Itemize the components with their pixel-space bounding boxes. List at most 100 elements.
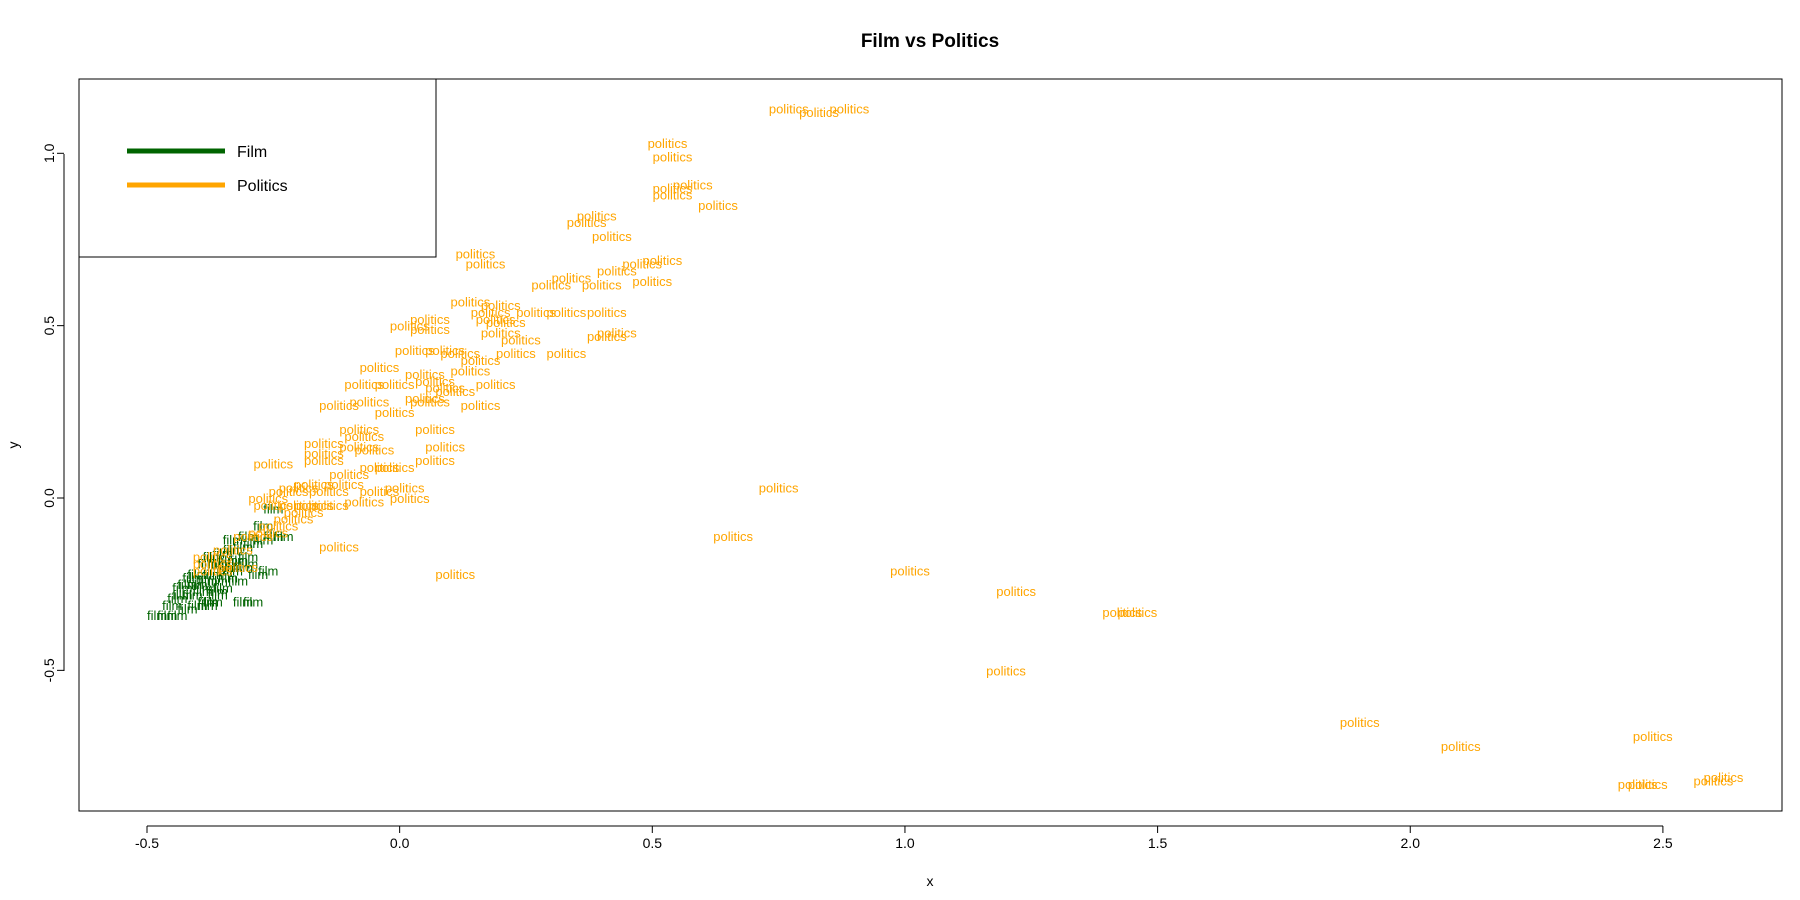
film-point: film [182,588,202,603]
film-point: film [187,567,207,582]
film-point: film [192,581,212,596]
politics-point: politics [259,519,299,534]
politics-point: politics [213,543,253,558]
film-point: film [233,539,253,554]
film-point: film [253,519,273,534]
film-point: film [238,556,258,571]
politics-point: politics [218,560,258,575]
politics-point: politics [324,477,364,492]
politics-point: politics [233,529,273,544]
y-tick-label: 0.0 [41,488,57,508]
politics-point: politics [349,394,389,409]
politics-point: politics [461,398,501,413]
politics-point: politics [344,429,384,444]
politics-point: politics [501,332,541,347]
politics-point: politics [304,446,344,461]
politics-point: politics [986,663,1026,678]
film-point: film [167,591,187,606]
film-point: film [263,529,283,544]
x-tick-label: 0.0 [390,835,410,851]
x-tick-label: 2.5 [1653,835,1673,851]
film-point: film [223,532,243,547]
politics-point: politics [1118,605,1158,620]
politics-point: politics [410,312,450,327]
film-point: film [208,574,228,589]
plot-frame [78,78,1783,812]
politics-point: politics [390,491,430,506]
film-point: film [228,574,248,589]
politics-point: politics [996,584,1036,599]
film-point: film [238,550,258,565]
politics-point: politics [425,381,465,396]
politics-point: politics [1694,774,1734,789]
politics-point: politics [415,422,455,437]
film-point: film [218,553,238,568]
politics-point: politics [587,305,627,320]
film-point: film [198,556,218,571]
politics-point: politics [269,484,309,499]
politics-point: politics [248,525,288,540]
politics-point: politics [339,439,379,454]
x-tick-label: 1.0 [895,835,915,851]
x-tick-label: 0.5 [643,835,663,851]
film-point: film [167,608,187,623]
film-point: film [263,501,283,516]
film-point: film [208,556,228,571]
film-point: film [157,608,177,623]
politics-point: politics [496,346,536,361]
film-point: film [198,594,218,609]
film-point: film [243,536,263,551]
film-point: film [258,563,278,578]
politics-point: politics [577,208,617,223]
politics-point: politics [1633,729,1673,744]
film-point: film [208,584,228,599]
politics-point: politics [405,391,445,406]
politics-point: politics [547,346,587,361]
y-axis: -0.5 0.0 0.5 1.0 [41,143,65,682]
film-point: film [172,581,192,596]
film-point: film [187,577,207,592]
politics-point: politics [425,439,465,454]
film-point: film [147,608,167,623]
film-point: film [233,560,253,575]
politics-point: politics [284,505,324,520]
film-point: film [273,529,293,544]
politics-point: politics [360,484,400,499]
politics-point: politics [1441,739,1481,754]
film-point: film [243,594,263,609]
politics-point: politics [471,305,511,320]
politics-point: politics [481,326,521,341]
y-tick-label: 1.0 [41,143,57,163]
film-point: film [248,567,268,582]
politics-point: politics [1628,777,1668,792]
film-point: film [203,550,223,565]
chart-title: Film vs Politics [861,31,999,52]
politics-point: politics [248,491,288,506]
politics-point: politics [587,329,627,344]
politics-point: politics [547,305,587,320]
film-point: film [213,581,233,596]
politics-point: politics [253,457,293,472]
politics-point: politics [390,319,430,334]
politics-point: politics [1618,777,1658,792]
politics-point: politics [643,253,683,268]
film-point: film [233,594,253,609]
film-point: film [228,553,248,568]
politics-point: politics [451,363,491,378]
film-point: film [177,577,197,592]
politics-point: politics [375,405,415,420]
film-point: film [203,567,223,582]
politics-point: politics [435,567,475,582]
politics-point: politics [193,550,233,565]
politics-point: politics [829,101,869,116]
politics-point: politics [309,498,349,513]
politics-point: politics [294,477,334,492]
politics-point: politics [799,105,839,120]
x-tick-label: -0.5 [135,835,159,851]
politics-point: politics [193,563,233,578]
politics-point: politics [405,367,445,382]
politics-point: politics [415,374,455,389]
y-tick-label: -0.5 [41,658,57,682]
politics-point: politics [653,188,693,203]
